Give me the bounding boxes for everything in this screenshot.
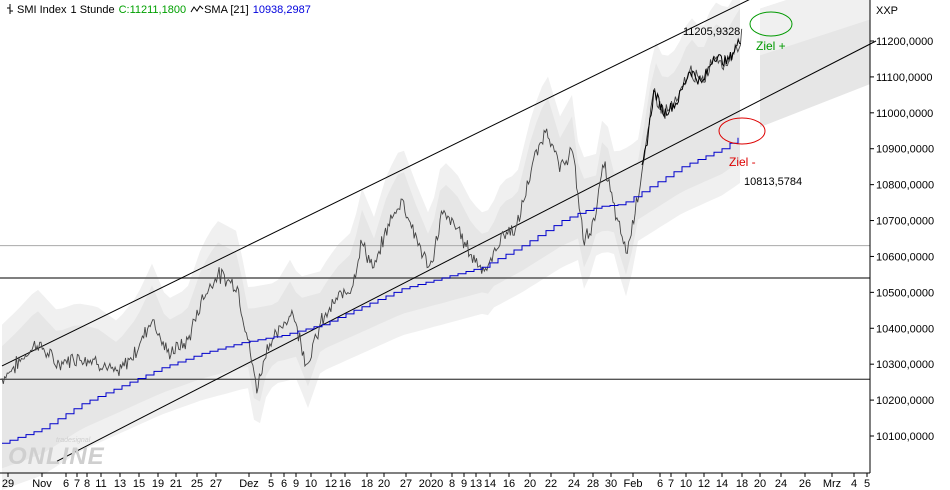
x-tick-label: 16 bbox=[503, 478, 515, 490]
y-tick-label: 11000,0000 bbox=[876, 108, 933, 120]
y-tick-label: 10400,0000 bbox=[876, 323, 934, 335]
x-tick-label: Feb bbox=[624, 478, 643, 490]
target-up-ellipse bbox=[749, 11, 793, 37]
x-tick-label: 18 bbox=[361, 478, 373, 490]
x-tick-label: 13 bbox=[114, 478, 126, 490]
y-tick-label: 10200,0000 bbox=[876, 395, 934, 407]
x-tick-label: 27 bbox=[210, 478, 222, 490]
projection-band-upper bbox=[760, 0, 870, 56]
x-tick-label: Nov bbox=[32, 478, 52, 490]
y-tick-label: 10600,0000 bbox=[876, 251, 934, 263]
watermark-small: tradesignal bbox=[56, 437, 91, 444]
x-tick-label: 22 bbox=[545, 478, 557, 490]
x-tick-label: 20 bbox=[378, 478, 390, 490]
target-up-value: 11205,9328 bbox=[683, 26, 740, 38]
x-tick-label: 19 bbox=[152, 478, 164, 490]
x-tick-label: 13 bbox=[470, 478, 482, 490]
watermark-big: ONLINE bbox=[8, 443, 105, 470]
y-tick-label: 10100,0000 bbox=[876, 431, 934, 443]
x-tick-label: 8 bbox=[84, 478, 90, 490]
x-tick-label: 7 bbox=[74, 478, 80, 490]
y-tick-label: 10800,0000 bbox=[876, 180, 934, 192]
x-tick-label: 25 bbox=[191, 478, 203, 490]
y-tick-label: 10700,0000 bbox=[876, 216, 934, 228]
target-up-label: Ziel + bbox=[756, 39, 786, 53]
y-axis: 10100,0000 10200,0000 10300,0000 10400,0000… bbox=[870, 36, 934, 443]
legend-sma: SMA [21] bbox=[204, 4, 249, 16]
legend-sma-value: 10938,2987 bbox=[252, 4, 311, 16]
sma-line bbox=[2, 137, 739, 444]
y-tick-label: 10300,0000 bbox=[876, 359, 934, 371]
x-tick-label: 20 bbox=[754, 478, 766, 490]
x-tick-label: Mrz bbox=[823, 478, 841, 490]
x-tick-label: 27 bbox=[400, 478, 412, 490]
x-tick-label: 18 bbox=[736, 478, 748, 490]
x-tick-label: 2020 bbox=[419, 478, 443, 490]
x-tick-label: 30 bbox=[605, 478, 617, 490]
x-tick-label: 15 bbox=[133, 478, 145, 490]
x-tick-label: 6 bbox=[281, 478, 287, 490]
price-line bbox=[1, 28, 743, 394]
legend-close: C:11211,1800 bbox=[118, 4, 187, 16]
legend-interval: 1 Stunde bbox=[70, 4, 115, 16]
target-markers: 11205,9328 Ziel + Ziel - 10813,5784 bbox=[683, 11, 802, 188]
x-tick-label: 26 bbox=[799, 478, 811, 490]
channel-upper-line bbox=[1, 0, 750, 367]
x-tick-label: 4 bbox=[851, 478, 857, 490]
target-down-label: Ziel - bbox=[729, 155, 756, 169]
trend-channel bbox=[1, 0, 877, 462]
x-tick-label: 14 bbox=[484, 478, 496, 490]
price-symbol-icon bbox=[6, 3, 14, 19]
currency-label: XXP bbox=[876, 5, 898, 17]
x-axis: 29 Nov 6 7 8 11 13 15 19 21 25 27 Dez 5 6 9 10 12 16 18 20 27… bbox=[2, 473, 870, 490]
chart-legend: SMI Index 1 Stunde C:11211,1800 SMA [21] 10… bbox=[6, 3, 311, 17]
legend-instrument: SMI Index bbox=[17, 4, 67, 16]
x-tick-label: Dez bbox=[239, 478, 259, 490]
target-down-value: 10813,5784 bbox=[744, 176, 802, 188]
y-tick-label: 11100,0000 bbox=[876, 72, 932, 84]
sma-symbol-icon bbox=[190, 3, 204, 19]
x-tick-label: 16 bbox=[339, 478, 351, 490]
target-down-ellipse bbox=[718, 117, 766, 145]
x-tick-label: 6 bbox=[657, 478, 663, 490]
x-tick-label: 24 bbox=[775, 478, 787, 490]
x-tick-label: 12 bbox=[698, 478, 710, 490]
x-tick-label: 11 bbox=[95, 478, 106, 490]
x-tick-label: 20 bbox=[524, 478, 536, 490]
x-tick-label: 9 bbox=[293, 478, 299, 490]
x-tick-label: 28 bbox=[587, 478, 599, 490]
x-tick-label: 7 bbox=[668, 478, 674, 490]
y-tick-label: 10500,0000 bbox=[876, 287, 934, 299]
x-tick-label: 24 bbox=[568, 478, 580, 490]
x-tick-label: 9 bbox=[461, 478, 467, 490]
x-tick-label: 21 bbox=[170, 478, 182, 490]
price-series-group bbox=[1, 28, 743, 444]
x-tick-label: 10 bbox=[680, 478, 692, 490]
x-tick-label: 14 bbox=[716, 478, 728, 490]
x-tick-label: 6 bbox=[63, 478, 69, 490]
x-tick-label: 8 bbox=[449, 478, 455, 490]
y-tick-label: 11200,0000 bbox=[876, 36, 933, 48]
x-tick-label: 5 bbox=[268, 478, 274, 490]
x-tick-label: 5 bbox=[864, 478, 870, 490]
x-tick-label: 10 bbox=[305, 478, 317, 490]
price-line-recent bbox=[641, 37, 741, 166]
x-tick-label: 12 bbox=[325, 478, 337, 490]
channel-lower-line bbox=[56, 40, 877, 462]
y-tick-label: 10900,0000 bbox=[876, 144, 934, 156]
band-inner bbox=[2, 8, 740, 469]
x-tick-label: 29 bbox=[2, 478, 14, 490]
